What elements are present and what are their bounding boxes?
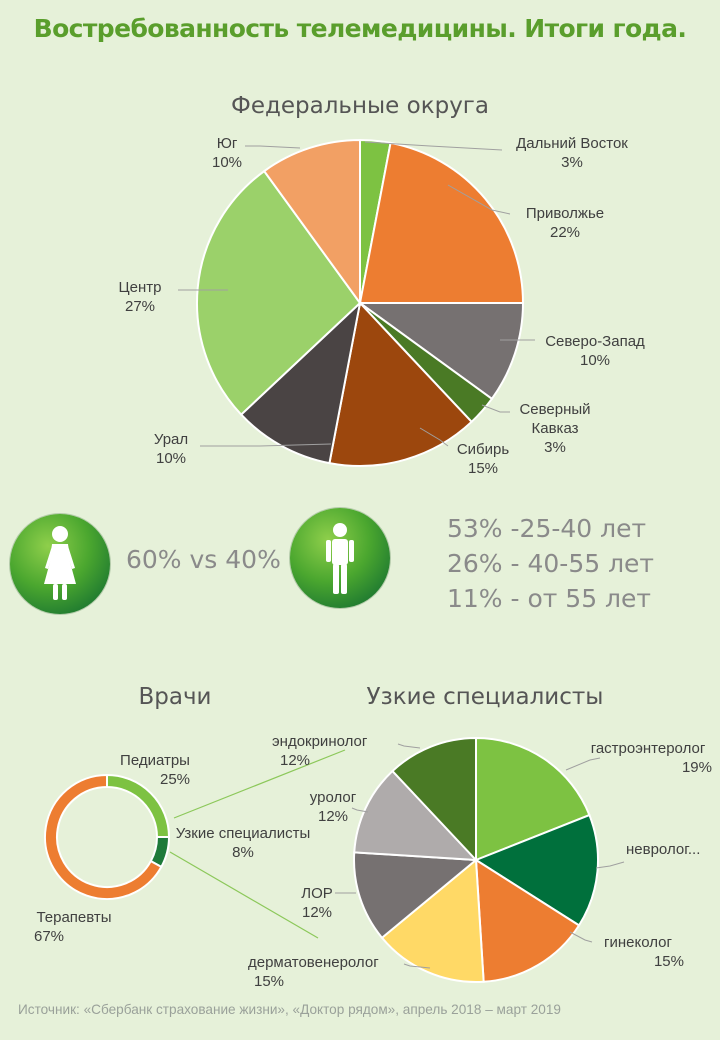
- leader-line-14: [397, 743, 421, 749]
- slice-label-gyneco: гинеколог 15%: [604, 934, 684, 970]
- federal-slice-1: [358, 141, 525, 304]
- age-stat-line: 11% - от 55 лет: [447, 584, 651, 613]
- source-note: Источник: «Сбербанк страхование жизни», …: [18, 1002, 561, 1017]
- leader-line-9: [595, 861, 625, 869]
- slice-label-far-east: Дальний Восток 3%: [516, 135, 628, 171]
- leader-lines: [169, 141, 625, 969]
- age-stat-line: 53% -25-40 лет: [447, 514, 647, 543]
- slice-label-siberia: Сибирь 15%: [456, 441, 510, 477]
- doctors-chart-title: Врачи: [138, 684, 212, 710]
- specialists-chart-title: Узкие специалисты: [366, 684, 604, 710]
- slice-label-endo: эндокринолог 12%: [272, 733, 368, 769]
- specialists-pie: [353, 736, 599, 983]
- slice-label-uro: уролог 12%: [309, 789, 357, 825]
- doctors-slice-2: [44, 773, 163, 900]
- slice-label-south: Юг 10%: [211, 135, 243, 171]
- slice-label-volga: Приволжье 22%: [525, 205, 605, 241]
- federal-slice-4: [328, 300, 473, 467]
- leader-line-10: [569, 931, 593, 943]
- slice-label-gastro: гастроэнтеролог 19%: [590, 740, 712, 776]
- slice-label-center: Центр 27%: [118, 279, 162, 315]
- federal-districts-pie: [196, 138, 525, 467]
- leader-line-0: [364, 141, 503, 151]
- donut-label-specialists: Узкие специалисты 8%: [175, 825, 311, 861]
- leader-line-7: [245, 145, 301, 149]
- slice-label-neuro: невролог...: [626, 841, 701, 858]
- specialists-slice-6: [391, 736, 477, 863]
- slice-label-north-caucasus: Северный Кавказ 3%: [519, 401, 591, 456]
- donut-label-pediatricians: Педиатры 25%: [120, 752, 191, 788]
- federal-slice-7: [262, 138, 361, 307]
- specialists-slice-0: [475, 736, 591, 862]
- slice-label-ent: ЛОР 12%: [301, 885, 333, 921]
- leader-line-8: [565, 757, 601, 771]
- male-badge: [290, 508, 390, 608]
- connector-line-top: [173, 749, 346, 819]
- slice-label-derma: дерматовенеролог 15%: [248, 954, 379, 990]
- male-figure-icon: [326, 523, 354, 594]
- specialists-slice-4: [353, 851, 479, 940]
- female-figure-icon: [44, 526, 76, 600]
- specialists-slice-5: [353, 769, 479, 862]
- federal-chart-title: Федеральные округа: [231, 93, 489, 119]
- connector-line-bottom: [169, 851, 319, 939]
- leader-line-5: [200, 443, 332, 447]
- specialists-slice-2: [474, 858, 581, 983]
- specialists-slice-3: [380, 857, 485, 983]
- age-stat-line: 26% - 40-55 лет: [447, 549, 654, 578]
- slice-label-northwest: Северо-Запад 10%: [545, 333, 645, 369]
- leader-line-13: [351, 807, 369, 813]
- leader-line-11: [403, 963, 431, 969]
- donut-label-therapists: Терапевты 67%: [34, 909, 112, 945]
- leader-line-4: [419, 427, 449, 447]
- federal-slice-6: [196, 169, 362, 416]
- gender-comparison: 60% vs 40%: [126, 545, 281, 574]
- page-title: Востребованность телемедицины. Итоги год…: [33, 14, 687, 43]
- federal-slice-2: [356, 302, 525, 401]
- doctors-donut: [44, 773, 171, 900]
- age-stats: 53% -25-40 лет 26% - 40-55 лет 11% - от …: [447, 511, 654, 616]
- female-badge: [10, 514, 110, 614]
- leader-line-1: [447, 184, 511, 215]
- specialists-slice-1: [473, 813, 599, 927]
- leader-line-3: [481, 404, 510, 413]
- slice-label-ural: Урал 10%: [153, 431, 189, 467]
